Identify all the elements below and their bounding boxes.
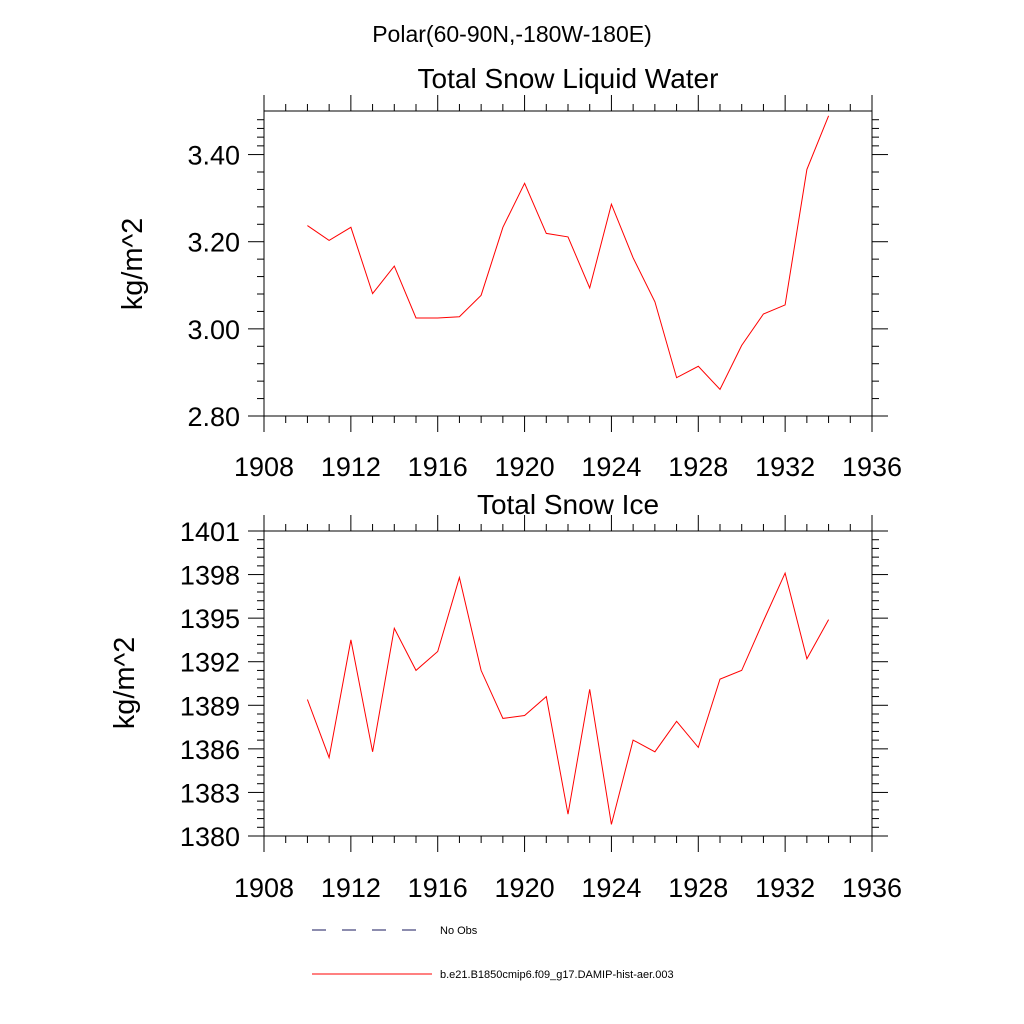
x-tick-label: 1936 xyxy=(842,452,902,482)
plot-frame xyxy=(263,110,873,417)
series-line xyxy=(307,115,830,391)
x-tick-label: 1916 xyxy=(408,873,468,903)
x-tick-label: 1932 xyxy=(755,873,815,903)
legend-label-no-obs: No Obs xyxy=(440,925,478,937)
y-tick-label: 1389 xyxy=(180,691,240,721)
y-tick-label: 2.80 xyxy=(187,402,240,432)
plot-frame xyxy=(263,530,873,837)
legend-entry-model-run: b.e21.B1850cmip6.f09_g17.DAMIP-hist-aer.… xyxy=(312,969,674,981)
x-tick-label: 1920 xyxy=(495,452,555,482)
y-tick-label: 1380 xyxy=(180,822,240,852)
x-tick-label: 1908 xyxy=(234,873,294,903)
y-tick-label: 3.40 xyxy=(187,141,240,171)
x-tick-label: 1916 xyxy=(408,452,468,482)
legend: No Obs b.e21.B1850cmip6.f09_g17.DAMIP-hi… xyxy=(312,925,674,981)
y-tick-label: 3.20 xyxy=(187,228,240,258)
x-tick-label: 1928 xyxy=(668,873,728,903)
x-tick-label: 1908 xyxy=(234,452,294,482)
figure-super-title: Polar(60-90N,-180W-180E) xyxy=(372,21,652,47)
series-line xyxy=(306,571,830,825)
chart-title: Total Snow Ice xyxy=(477,489,659,520)
y-axis-label: kg/m^2 xyxy=(109,637,141,730)
x-tick-label: 1920 xyxy=(495,873,555,903)
x-tick-label: 1932 xyxy=(755,452,815,482)
y-tick-label: 1395 xyxy=(180,604,240,634)
legend-entry-no-obs: No Obs xyxy=(312,925,478,937)
x-tick-label: 1924 xyxy=(581,452,641,482)
y-tick-label: 1383 xyxy=(180,778,240,808)
y-tick-label: 3.00 xyxy=(187,315,240,345)
y-tick-label: 1398 xyxy=(180,561,240,591)
x-tick-label: 1936 xyxy=(842,873,902,903)
y-tick-label: 1386 xyxy=(180,735,240,765)
y-tick-label: 1401 xyxy=(180,517,240,547)
snow-liquid-water-panel: Total Snow Liquid Water 1908 1912 1916 1920 1… xyxy=(117,63,902,482)
snow-ice-panel: Total Snow Ice 1908 1912 1916 1920 1924 1928 19… xyxy=(109,489,902,903)
y-axis-label: kg/m^2 xyxy=(117,218,149,311)
x-tick-label: 1924 xyxy=(581,873,641,903)
legend-label-model-run: b.e21.B1850cmip6.f09_g17.DAMIP-hist-aer.… xyxy=(440,969,674,981)
x-tick-label: 1912 xyxy=(321,452,381,482)
x-tick-label: 1912 xyxy=(321,873,381,903)
y-tick-label: 1392 xyxy=(180,648,240,678)
chart-title: Total Snow Liquid Water xyxy=(418,63,719,94)
x-tick-label: 1928 xyxy=(668,452,728,482)
